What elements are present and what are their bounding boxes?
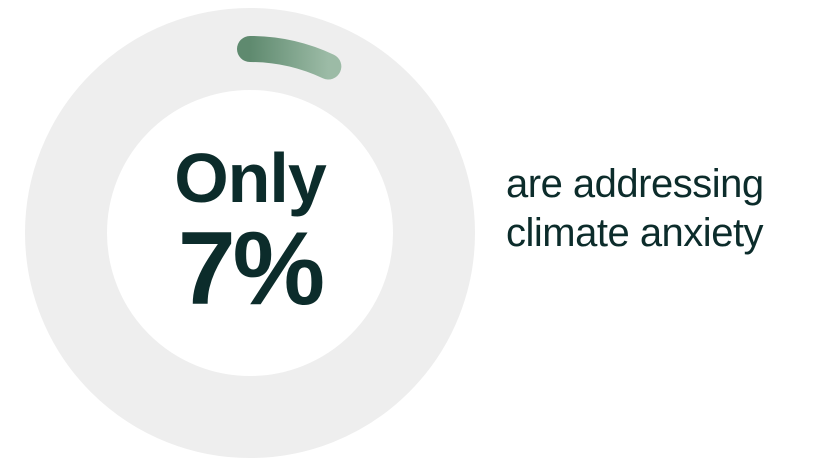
stat-caption: are addressing climate anxiety [506,160,835,258]
caption-line-2: climate anxiety [506,211,764,255]
progress-arc [237,36,342,80]
caption-line-1: are addressing [506,162,764,206]
headline-prefix: Only [174,139,327,217]
headline-percentage: 7% [177,211,325,327]
